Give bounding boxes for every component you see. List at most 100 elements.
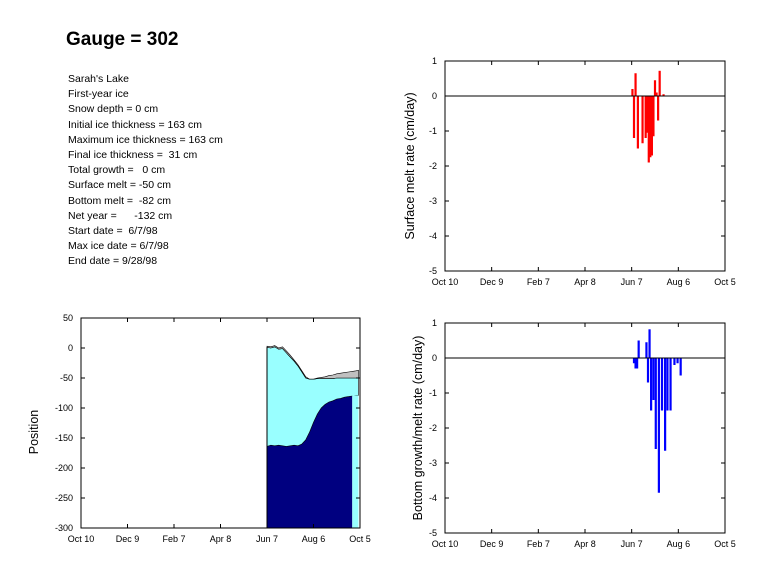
bar xyxy=(652,358,655,400)
x-tick-label: Aug 6 xyxy=(302,534,326,544)
bar xyxy=(634,358,637,369)
info-line: Net year = -132 cm xyxy=(68,209,173,222)
y-tick-label: 1 xyxy=(432,56,437,66)
x-tick-label: Apr 8 xyxy=(574,277,596,287)
info-line: Total growth = 0 cm xyxy=(68,164,166,177)
y-tick-label: -1 xyxy=(429,388,437,398)
x-tick-label: Oct 10 xyxy=(432,277,459,287)
info-line: Surface melt = -50 cm xyxy=(68,179,171,192)
x-tick-label: Oct 5 xyxy=(714,539,736,549)
y-tick-label: -50 xyxy=(60,373,73,383)
y-tick-label: -300 xyxy=(55,523,73,533)
bar xyxy=(679,358,682,376)
y-tick-label: -2 xyxy=(429,423,437,433)
y-tick-label: -5 xyxy=(429,266,437,276)
bar xyxy=(650,358,653,411)
x-tick-label: Aug 6 xyxy=(667,539,691,549)
bar xyxy=(637,340,640,358)
y-tick-label: -2 xyxy=(429,161,437,171)
bar xyxy=(673,358,676,365)
bar xyxy=(647,96,650,163)
info-line: End date = 9/28/98 xyxy=(68,255,158,268)
y-tick-label: -3 xyxy=(429,196,437,206)
x-tick-label: Oct 5 xyxy=(349,534,371,544)
bar xyxy=(636,358,639,369)
y-tick-label: 0 xyxy=(68,343,73,353)
bar xyxy=(631,89,634,96)
info-list: Sarah's Lake First-year ice Snow depth =… xyxy=(68,72,223,270)
bar xyxy=(653,80,657,96)
info-line: Snow depth = 0 cm xyxy=(68,103,159,116)
bar xyxy=(654,358,657,449)
bar xyxy=(636,96,639,149)
y-tick-label: -5 xyxy=(429,528,437,538)
x-tick-label: Dec 9 xyxy=(480,539,504,549)
info-line: First-year ice xyxy=(68,88,129,101)
y-tick-label: -4 xyxy=(429,231,437,241)
x-tick-label: Jun 7 xyxy=(621,277,643,287)
y-tick-label: -100 xyxy=(55,403,73,413)
bar xyxy=(646,358,650,383)
page-title: Gauge = 302 xyxy=(66,29,179,50)
x-tick-label: Apr 8 xyxy=(574,539,596,549)
x-tick-label: Jun 7 xyxy=(256,534,278,544)
bar xyxy=(658,70,661,96)
x-tick-label: Aug 6 xyxy=(667,277,691,287)
x-tick-label: Feb 7 xyxy=(527,539,550,549)
y-tick-label: -200 xyxy=(55,463,73,473)
x-tick-label: Oct 10 xyxy=(432,539,459,549)
water-area xyxy=(267,395,353,528)
y-tick-label: 0 xyxy=(432,91,437,101)
bar xyxy=(676,358,679,364)
y-axis-label: Surface melt rate (cm/day) xyxy=(403,92,417,239)
y-tick-label: -4 xyxy=(429,493,437,503)
info-line: Max ice date = 6/7/98 xyxy=(68,240,169,253)
bar xyxy=(646,96,649,133)
plot-frame xyxy=(444,322,726,534)
bar xyxy=(649,96,652,158)
y-axis-label: Position xyxy=(27,410,41,455)
bar xyxy=(655,92,658,96)
info-line: Sarah's Lake xyxy=(68,73,129,85)
y-tick-label: 50 xyxy=(63,313,73,323)
bar xyxy=(648,329,651,358)
x-tick-label: Feb 7 xyxy=(162,534,185,544)
bar xyxy=(664,358,667,451)
bar xyxy=(641,96,644,144)
bar xyxy=(644,96,647,138)
x-tick-label: Dec 9 xyxy=(116,534,140,544)
bar xyxy=(669,358,672,411)
bar xyxy=(657,96,660,121)
y-axis-label: Bottom growth/melt rate (cm/day) xyxy=(411,336,425,521)
x-tick-label: Oct 5 xyxy=(714,277,736,287)
x-tick-label: Oct 10 xyxy=(68,534,95,544)
bar xyxy=(632,358,636,364)
bar xyxy=(650,96,653,156)
y-tick-label: -1 xyxy=(429,126,437,136)
info-line: Maximum ice thickness = 163 cm xyxy=(68,133,223,146)
bar xyxy=(632,96,636,138)
bar xyxy=(657,358,660,493)
x-tick-label: Feb 7 xyxy=(527,277,550,287)
y-tick-label: 0 xyxy=(432,353,437,363)
bar xyxy=(652,96,655,137)
bar xyxy=(660,358,664,411)
info-line: Final ice thickness = 31 cm xyxy=(68,149,198,162)
info-line: Bottom melt = -82 cm xyxy=(68,194,171,207)
bar xyxy=(645,342,648,358)
y-tick-label: -150 xyxy=(55,433,73,443)
x-tick-label: Apr 8 xyxy=(210,534,232,544)
bar xyxy=(666,358,669,411)
bar xyxy=(662,94,665,96)
x-tick-label: Dec 9 xyxy=(480,277,504,287)
y-tick-label: -250 xyxy=(55,493,73,503)
ice-area-edge xyxy=(352,395,359,528)
y-tick-label: -3 xyxy=(429,458,437,468)
bar xyxy=(634,73,637,96)
x-tick-label: Jun 7 xyxy=(621,539,643,549)
info-line: Initial ice thickness = 163 cm xyxy=(68,118,202,131)
